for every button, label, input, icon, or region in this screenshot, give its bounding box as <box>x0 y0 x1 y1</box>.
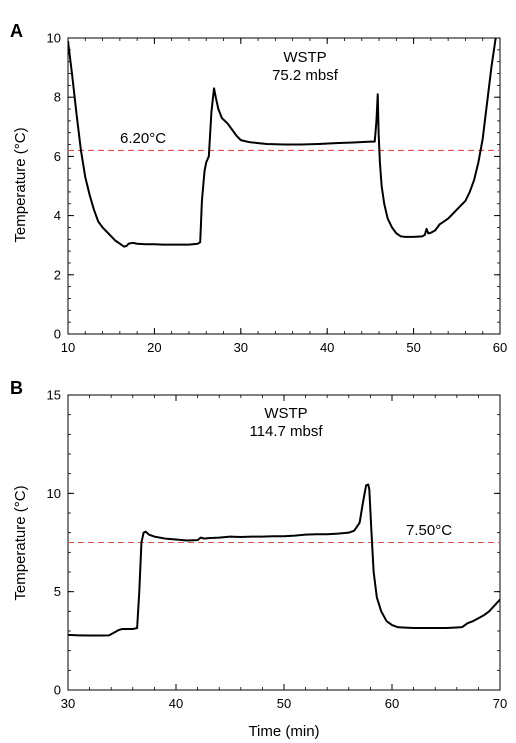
y-tick-label: 6 <box>54 149 61 164</box>
series-line <box>68 483 500 637</box>
plot-frame <box>67 37 501 335</box>
x-tick-label: 20 <box>147 340 161 355</box>
annotation-title: WSTP <box>283 49 326 66</box>
annotation-title: WSTP <box>264 405 307 422</box>
xlabel: Time (min) <box>248 723 319 740</box>
x-tick-label: 60 <box>385 696 399 711</box>
y-tick-label: 2 <box>54 267 61 282</box>
x-tick-label: 30 <box>61 696 75 711</box>
x-tick-label: 70 <box>493 696 507 711</box>
annotation-subtitle: 75.2 mbsf <box>272 67 339 84</box>
y-tick-label: 8 <box>54 90 61 105</box>
reference-line-label: 7.50°C <box>406 522 452 539</box>
panel-b: B Temperature (°C) WSTP 114.7 mbsf 7.50°… <box>10 378 507 740</box>
y-tick-label: 10 <box>47 31 61 46</box>
x-tick-label: 40 <box>320 340 334 355</box>
x-tick-label: 60 <box>493 340 507 355</box>
y-tick-label: 15 <box>47 388 61 403</box>
x-tick-label: 40 <box>169 696 183 711</box>
panel-a: A Temperature (°C) WSTP 75.2 mbsf 6.20°C… <box>10 21 507 355</box>
x-tick-label: 50 <box>277 696 291 711</box>
y-tick-label: 0 <box>54 683 61 698</box>
series-line <box>68 38 497 248</box>
ylabel: Temperature (°C) <box>12 485 29 600</box>
panel-label: B <box>10 378 23 398</box>
x-tick-label: 30 <box>234 340 248 355</box>
y-tick-label: 5 <box>54 584 61 599</box>
y-tick-label: 4 <box>54 208 61 223</box>
reference-line-label: 6.20°C <box>120 130 166 147</box>
ylabel: Temperature (°C) <box>12 127 29 242</box>
annotation-subtitle: 114.7 mbsf <box>249 423 323 440</box>
y-tick-label: 10 <box>47 486 61 501</box>
x-tick-label: 50 <box>406 340 420 355</box>
panel-label: A <box>10 21 23 41</box>
y-tick-label: 0 <box>54 327 61 342</box>
x-tick-label: 10 <box>61 340 75 355</box>
